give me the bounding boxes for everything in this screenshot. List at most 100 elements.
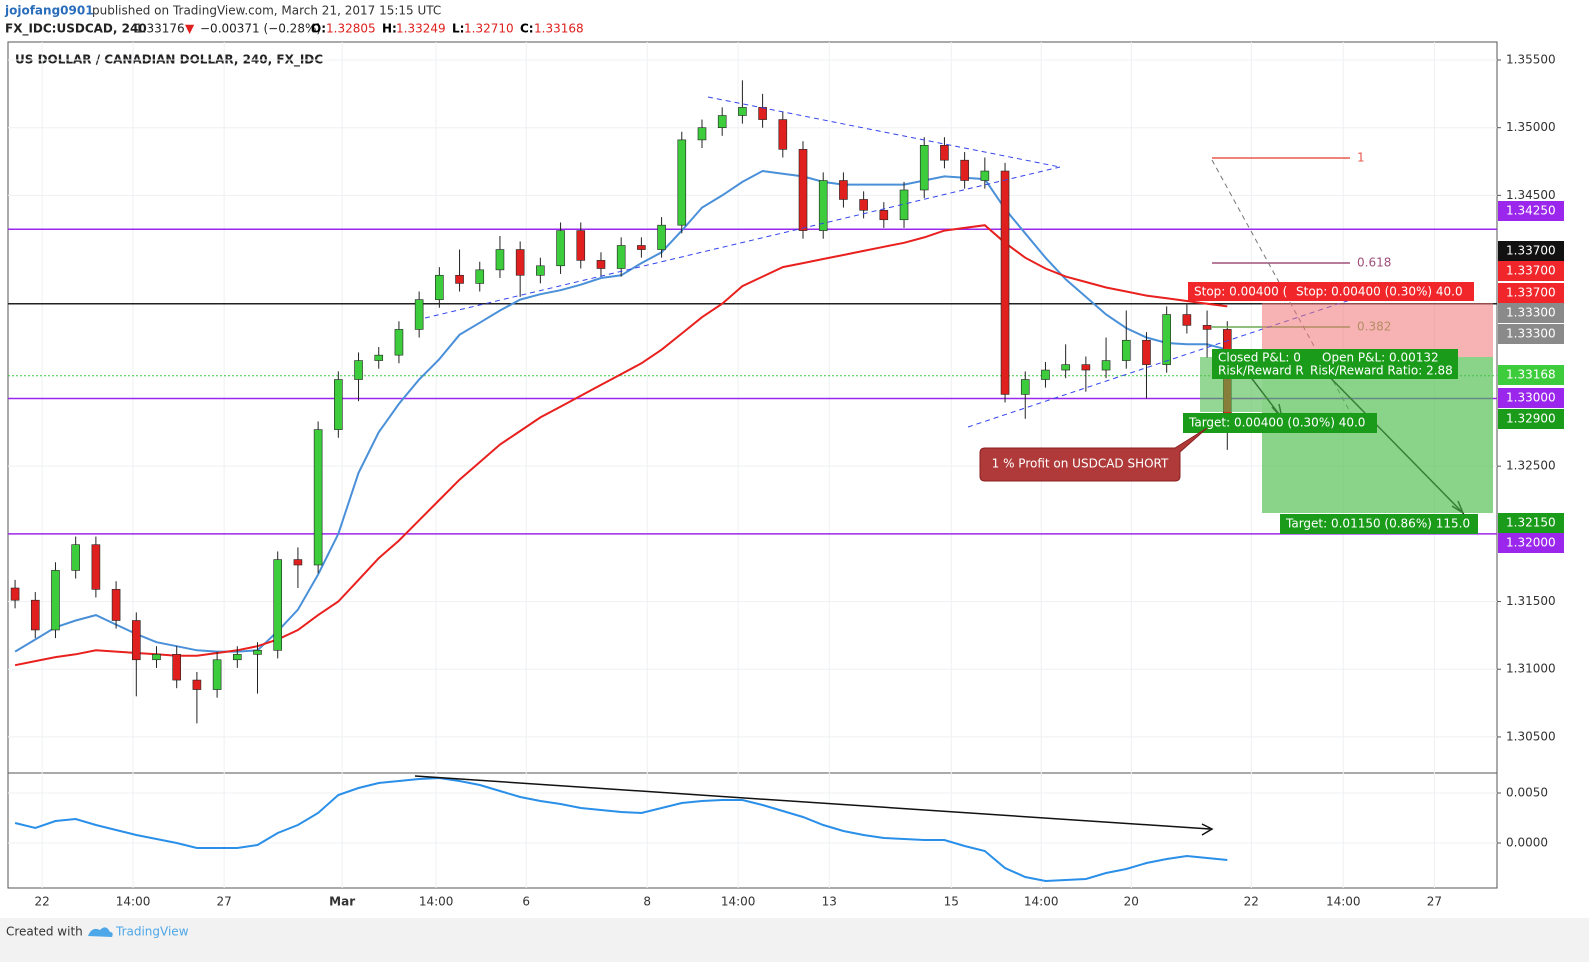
candle-body: [657, 224, 666, 250]
x-tick-label: 20: [1124, 895, 1139, 909]
candle-body: [172, 654, 181, 681]
candle-body: [374, 354, 384, 361]
price-label: 1.32150: [1506, 516, 1556, 530]
x-tick-label: 22: [35, 895, 50, 909]
candle-body: [313, 429, 323, 566]
price-label-box: [1498, 324, 1564, 344]
closed-rr: Risk/Reward R: [1218, 364, 1304, 378]
target-text: Target: 0.01150 (0.86%) 115.0: [1285, 517, 1470, 531]
change: −0.00371 (−0.28%): [200, 22, 321, 36]
candle-body: [919, 144, 929, 191]
candle-body: [293, 559, 303, 566]
candle-body: [1182, 314, 1192, 326]
candle-body: [131, 620, 141, 661]
y-tick-label: 1.32500: [1506, 459, 1556, 473]
candle-body: [1202, 325, 1212, 330]
target-text: Target: 0.00400 (0.30%) 40.0: [1188, 416, 1365, 430]
callout-text: 1 % Profit on USDCAD SHORT: [992, 457, 1169, 471]
target-box: [1183, 413, 1377, 433]
candle-body: [495, 249, 505, 271]
price-label-box: [1498, 241, 1564, 261]
price-label-box: [1498, 283, 1564, 303]
stop-box: [1188, 282, 1292, 301]
y-tick-label: 1.31000: [1506, 662, 1556, 676]
candle-body: [51, 570, 60, 631]
last: 1.33176: [135, 22, 185, 36]
y-tick-label: 0.0000: [1506, 836, 1548, 850]
candle-body: [111, 589, 121, 621]
open-box: [1304, 349, 1458, 379]
open-rr: Risk/Reward Ratio: 2.88: [1310, 364, 1453, 378]
price-label-box: [1498, 261, 1564, 281]
author[interactable]: jojofang0901: [4, 4, 94, 18]
candle-body: [1020, 379, 1030, 395]
candle-body: [435, 274, 444, 300]
price-label-box: [1498, 533, 1564, 553]
candle-body: [394, 329, 404, 356]
price-label-box: [1498, 365, 1564, 385]
price-label-box: [1498, 388, 1564, 408]
l: L:: [452, 22, 464, 36]
candle-body: [334, 379, 343, 430]
y-tick-label: 0.0050: [1506, 786, 1548, 800]
price-label-box: [1498, 513, 1564, 533]
candle-body: [10, 587, 20, 601]
candle-body: [71, 544, 80, 571]
candle-body: [91, 544, 101, 590]
arrowhead: [1201, 823, 1214, 836]
candle-body: [1121, 339, 1131, 361]
created-with: Created with: [6, 925, 83, 939]
candle-body: [1061, 364, 1070, 371]
price-label: 1.34250: [1506, 204, 1556, 218]
target-box: [1280, 514, 1478, 534]
price-label: 1.33300: [1506, 327, 1556, 341]
price-label: 1.32000: [1506, 536, 1556, 550]
price-label: 1.33700: [1506, 244, 1556, 258]
footer: [0, 918, 1589, 962]
fib-label: 1: [1357, 151, 1365, 165]
price-label: 1.32900: [1506, 412, 1556, 426]
candle-body: [1081, 364, 1091, 371]
candle-body: [536, 265, 545, 276]
candle-body: [859, 199, 868, 211]
o: O:: [311, 22, 326, 36]
price-label: 1.33700: [1506, 264, 1556, 278]
price-label: 1.33168: [1506, 368, 1556, 382]
x-tick-label: 15: [944, 895, 959, 909]
candle-body: [778, 119, 788, 150]
x-tick-label: 14:00: [419, 895, 454, 909]
candle-body: [818, 180, 828, 231]
h-val: 1.33249: [396, 22, 446, 36]
candle-body: [192, 679, 202, 690]
h: H:: [382, 22, 397, 36]
stop-box: [1290, 282, 1474, 301]
o-val: 1.32805: [326, 22, 376, 36]
logo: [88, 927, 113, 937]
price-label-box: [1498, 303, 1564, 323]
candle-body: [273, 559, 283, 651]
candle-body: [697, 127, 707, 141]
closed-box: [1212, 349, 1304, 379]
candle-body: [152, 654, 161, 661]
candle-body: [455, 274, 464, 284]
candle-body: [677, 139, 687, 226]
x-tick-label: 8: [643, 895, 651, 909]
candle-body: [253, 649, 262, 655]
c: C:: [520, 22, 534, 36]
candle-body: [616, 245, 626, 269]
price-label: 1.33700: [1506, 286, 1556, 300]
candle-body: [1142, 339, 1151, 365]
candle-body: [556, 230, 565, 267]
callout: [979, 427, 1208, 482]
brand[interactable]: TradingView: [115, 925, 189, 939]
candle-body: [940, 144, 949, 161]
candle-body: [596, 260, 606, 269]
arrow: ▼: [185, 22, 195, 36]
candle-body: [354, 360, 363, 380]
candle-body: [798, 149, 808, 231]
candle-body: [839, 180, 848, 200]
chart-frame: [7, 41, 1498, 889]
fib-label: 0.618: [1357, 256, 1391, 270]
y-tick-label: 1.34500: [1506, 188, 1556, 202]
candle-body: [1000, 170, 1010, 395]
